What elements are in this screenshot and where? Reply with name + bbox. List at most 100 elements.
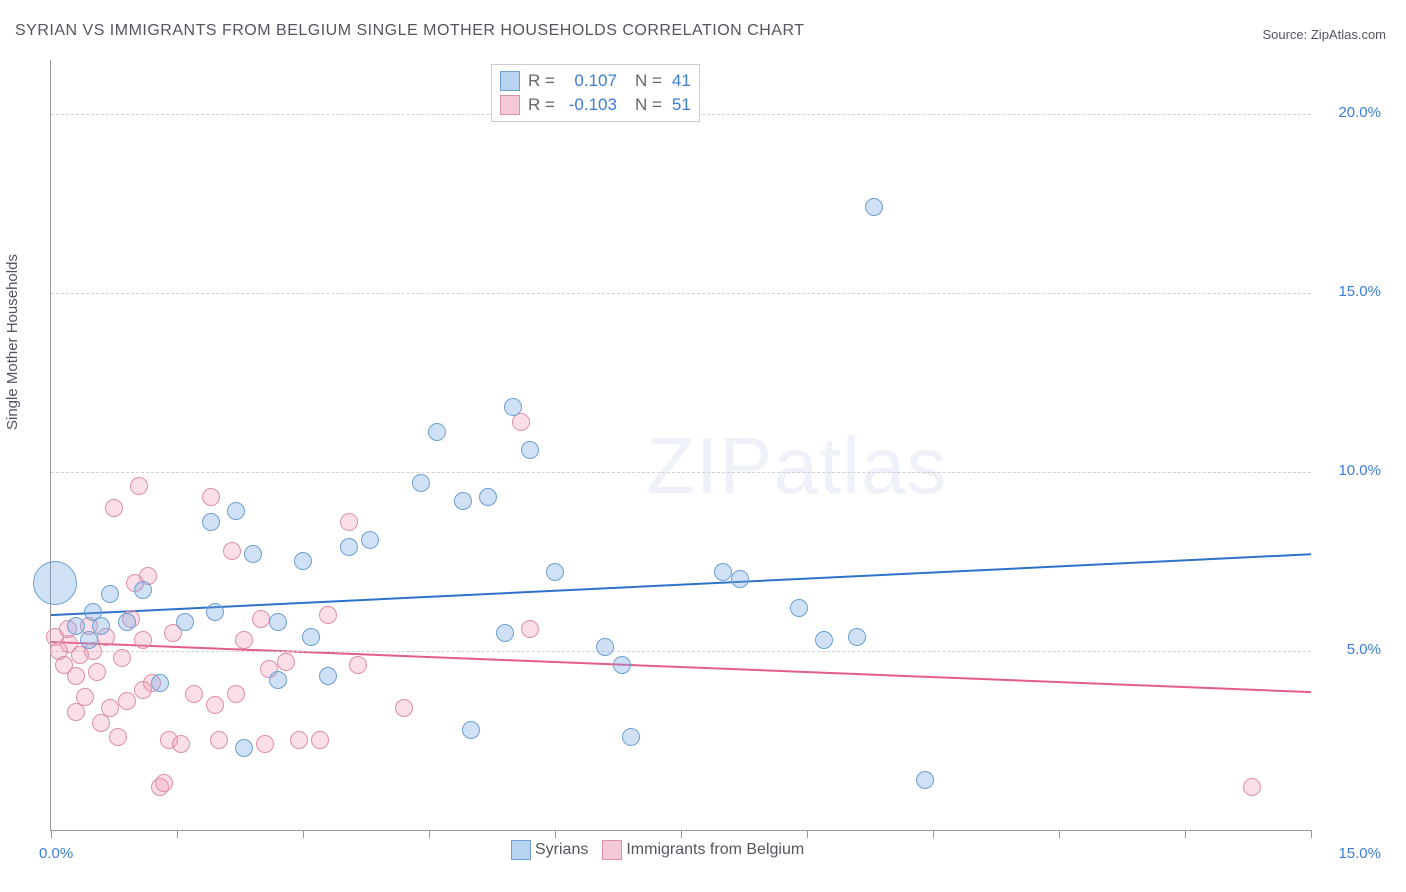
data-point-belgium: [206, 696, 224, 714]
data-point-belgium: [1243, 778, 1261, 796]
data-point-syrians: [428, 423, 446, 441]
data-point-belgium: [210, 731, 228, 749]
data-point-syrians: [504, 398, 522, 416]
x-tick: [51, 830, 52, 838]
data-point-belgium: [290, 731, 308, 749]
legend-item-syrians: Syrians: [511, 840, 588, 860]
stats-n-label: N =: [635, 71, 662, 91]
stats-row-belgium: R = -0.103 N = 51: [500, 93, 691, 117]
data-point-belgium: [172, 735, 190, 753]
data-point-syrians: [361, 531, 379, 549]
legend-label-belgium: Immigrants from Belgium: [626, 841, 804, 859]
data-point-syrians: [546, 563, 564, 581]
stats-swatch-syrians: [500, 71, 520, 91]
data-point-syrians: [613, 656, 631, 674]
source-label: Source: ZipAtlas.com: [1262, 27, 1386, 42]
data-point-syrians: [33, 561, 77, 605]
data-point-syrians: [118, 613, 136, 631]
data-point-syrians: [496, 624, 514, 642]
data-point-belgium: [67, 667, 85, 685]
x-tick: [1185, 830, 1186, 838]
stats-box: R = 0.107 N = 41 R = -0.103 N = 51: [491, 64, 700, 122]
data-point-syrians: [848, 628, 866, 646]
gridline-h: [51, 651, 1311, 652]
data-point-belgium: [134, 631, 152, 649]
data-point-syrians: [412, 474, 430, 492]
chart-title: SYRIAN VS IMMIGRANTS FROM BELGIUM SINGLE…: [15, 22, 805, 40]
legend-item-belgium: Immigrants from Belgium: [602, 840, 804, 860]
data-point-syrians: [521, 441, 539, 459]
gridline-h: [51, 472, 1311, 473]
x-tick: [429, 830, 430, 838]
stats-r-label: R =: [528, 71, 555, 91]
x-tick: [807, 830, 808, 838]
x-tick: [933, 830, 934, 838]
data-point-belgium: [349, 656, 367, 674]
data-point-belgium: [105, 499, 123, 517]
x-tick: [177, 830, 178, 838]
data-point-syrians: [714, 563, 732, 581]
data-point-belgium: [202, 488, 220, 506]
plot-area: ZIPatlas R = 0.107 N = 41 R = -0.103 N =…: [50, 60, 1311, 831]
data-point-syrians: [319, 667, 337, 685]
data-point-syrians: [731, 570, 749, 588]
legend-label-syrians: Syrians: [535, 841, 588, 859]
y-tick-label: 5.0%: [1321, 641, 1381, 658]
data-point-belgium: [235, 631, 253, 649]
data-point-syrians: [101, 585, 119, 603]
data-point-belgium: [130, 477, 148, 495]
watermark-bold: ZIP: [646, 421, 773, 510]
stats-r-label-2: R =: [528, 95, 555, 115]
stats-n-value-belgium: 51: [672, 95, 691, 115]
watermark-thin: atlas: [773, 421, 947, 510]
stats-r-value-belgium: -0.103: [561, 95, 617, 115]
data-point-syrians: [790, 599, 808, 617]
y-tick-label: 20.0%: [1321, 104, 1381, 121]
data-point-belgium: [395, 699, 413, 717]
x-tick: [1311, 830, 1312, 838]
data-point-belgium: [223, 542, 241, 560]
data-point-syrians: [202, 513, 220, 531]
x-max-label: 15.0%: [1321, 845, 1381, 862]
y-tick-label: 10.0%: [1321, 462, 1381, 479]
data-point-syrians: [80, 631, 98, 649]
gridline-h: [51, 293, 1311, 294]
data-point-belgium: [311, 731, 329, 749]
data-point-syrians: [269, 613, 287, 631]
data-point-belgium: [118, 692, 136, 710]
trend-lines: [51, 60, 1311, 830]
legend: Syrians Immigrants from Belgium: [511, 840, 804, 860]
y-axis-label: Single Mother Households: [4, 254, 21, 430]
data-point-syrians: [244, 545, 262, 563]
data-point-syrians: [206, 603, 224, 621]
data-point-syrians: [227, 502, 245, 520]
stats-n-value-syrians: 41: [672, 71, 691, 91]
data-point-belgium: [113, 649, 131, 667]
legend-swatch-belgium: [602, 840, 622, 860]
watermark: ZIPatlas: [646, 420, 947, 512]
data-point-syrians: [454, 492, 472, 510]
data-point-belgium: [521, 620, 539, 638]
y-tick-label: 15.0%: [1321, 283, 1381, 300]
stats-n-label-2: N =: [635, 95, 662, 115]
x-tick: [1059, 830, 1060, 838]
data-point-syrians: [622, 728, 640, 746]
data-point-syrians: [176, 613, 194, 631]
x-tick: [681, 830, 682, 838]
data-point-syrians: [151, 674, 169, 692]
data-point-belgium: [185, 685, 203, 703]
legend-swatch-syrians: [511, 840, 531, 860]
data-point-syrians: [269, 671, 287, 689]
data-point-belgium: [101, 699, 119, 717]
chart-container: SYRIAN VS IMMIGRANTS FROM BELGIUM SINGLE…: [0, 0, 1406, 892]
data-point-belgium: [319, 606, 337, 624]
data-point-syrians: [340, 538, 358, 556]
x-tick: [555, 830, 556, 838]
data-point-syrians: [596, 638, 614, 656]
data-point-belgium: [109, 728, 127, 746]
data-point-belgium: [155, 774, 173, 792]
data-point-syrians: [302, 628, 320, 646]
data-point-syrians: [235, 739, 253, 757]
data-point-belgium: [277, 653, 295, 671]
data-point-syrians: [92, 617, 110, 635]
